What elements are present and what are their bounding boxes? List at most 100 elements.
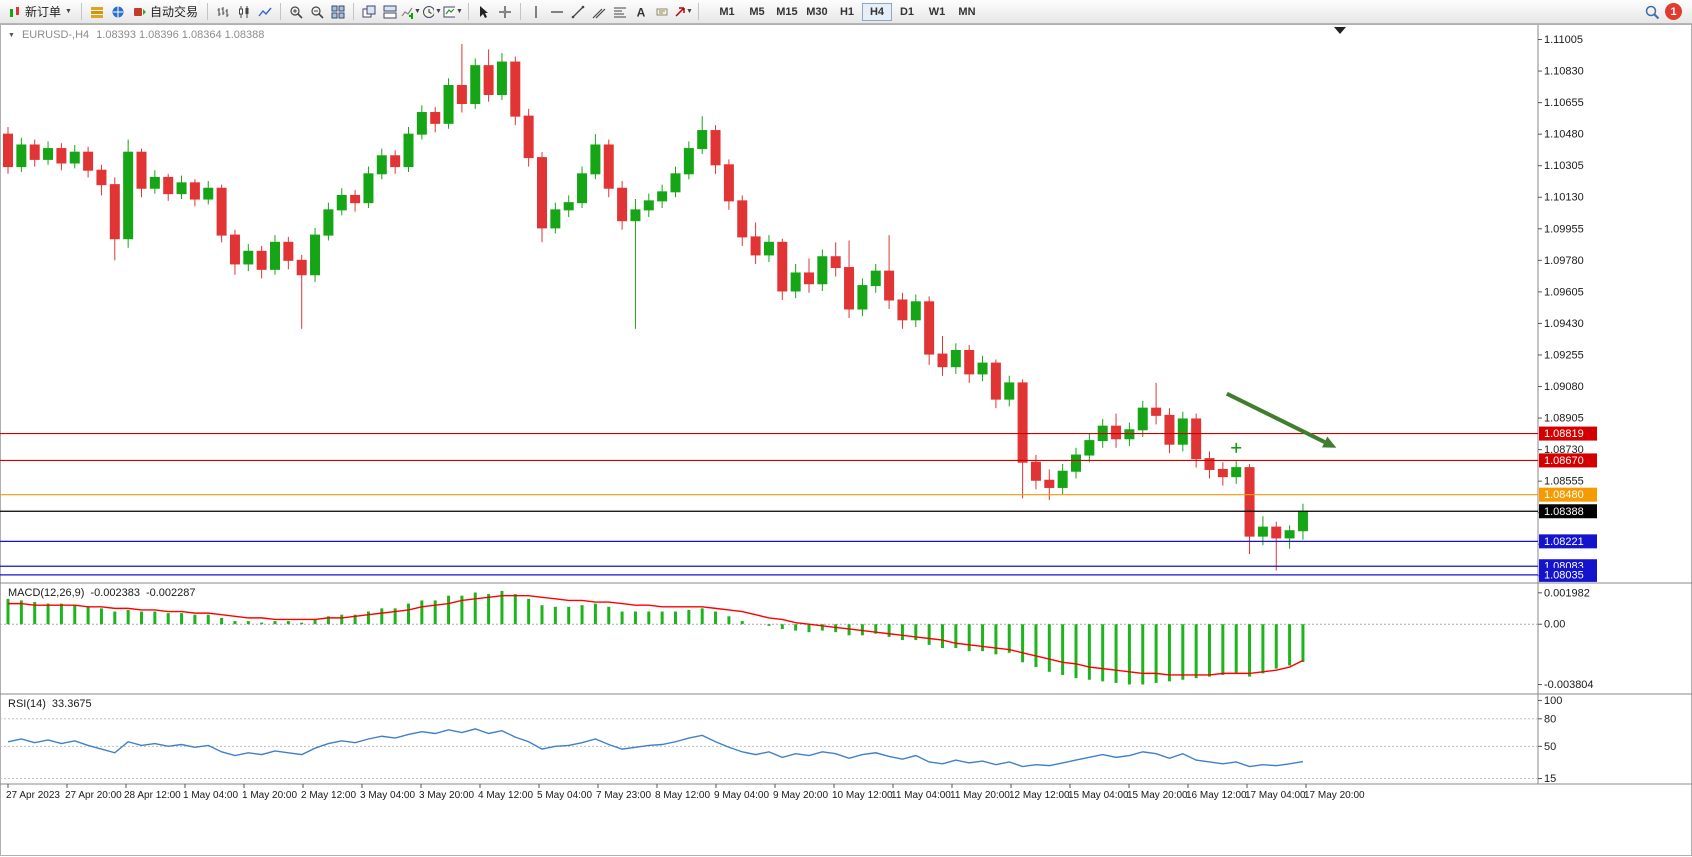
toolbar-separator [279,3,281,20]
template-icon [443,6,456,17]
svg-text:100: 100 [1544,695,1562,707]
timeframe-button-mn[interactable]: MN [958,5,976,18]
svg-text:11 May 20:00: 11 May 20:00 [950,790,1010,801]
candlestick-chart-icon [238,5,249,18]
timeframe-button-m5[interactable]: M5 [749,5,765,18]
svg-text:1.08221: 1.08221 [1544,536,1584,548]
time-axis[interactable]: 27 Apr 2023 27 Apr 20:00 28 Apr 12:00 1 May… [6,784,1365,801]
svg-text:1.08730: 1.08730 [1544,444,1584,456]
zoom-in-icon [290,5,303,19]
timeframe-button-h1[interactable]: H1 [839,5,854,18]
text-icon: A [637,5,646,19]
vertical-line-button[interactable] [526,3,546,21]
svg-text:1.09780: 1.09780 [1544,255,1584,267]
svg-text:27 Apr 2023: 27 Apr 2023 [6,790,60,801]
svg-text:5 May 04:00: 5 May 04:00 [537,790,592,801]
scroll-shift-marker[interactable] [1334,27,1346,34]
price-axis[interactable]: 1.11005 1.10830 1.10655 1.10480 1.10305 1.101… [1538,34,1584,582]
navigator-button[interactable] [108,3,128,21]
svg-text:1.10130: 1.10130 [1544,192,1584,204]
quote-ohlc-label: 1.08393 1.08396 1.08364 1.08388 [96,29,265,41]
support-resistance-lines[interactable]: 1.08819 1.08670 1.08480 1.08388 1.08221 1.080… [0,426,1597,582]
horizontal-line-button[interactable] [547,3,567,21]
arrow-tool-icon [675,6,685,17]
timeframe-button-m30[interactable]: M30 [806,5,828,18]
zoom-in-button[interactable] [286,3,306,21]
svg-text:1.10830: 1.10830 [1544,66,1584,78]
svg-text:1.08480: 1.08480 [1544,489,1584,501]
svg-text:1 May 04:00: 1 May 04:00 [183,790,238,801]
chevron-down-icon: ▼ [414,8,421,15]
fibonacci-icon [613,7,626,17]
rsi-name: RSI(14) [8,698,46,710]
channel-button[interactable] [589,3,609,21]
svg-text:50: 50 [1544,741,1556,753]
label-button[interactable] [652,3,672,21]
arrows-button[interactable]: ▼ [673,3,693,21]
auto-trading-button[interactable]: 自动交易 [129,2,202,21]
auto-trading-icon [133,7,146,16]
rsi-line [7,728,1304,768]
svg-text:-0.003804: -0.003804 [1544,679,1594,691]
indicators-button[interactable]: ▼ [401,3,421,21]
svg-text:1.11005: 1.11005 [1544,34,1583,46]
zoom-out-icon [311,5,324,19]
fibonacci-button[interactable] [610,3,630,21]
chevron-down-icon: ▼ [456,8,463,15]
channel-icon [592,8,606,18]
svg-text:1.08670: 1.08670 [1544,455,1584,467]
new-order-icon [10,6,19,17]
svg-text:1.09955: 1.09955 [1544,223,1584,235]
cross-marker[interactable] [1231,442,1242,453]
candlestick-series [3,44,1308,571]
cursor-button[interactable] [474,3,494,21]
candlestick-chart-button[interactable] [234,3,254,21]
line-chart-icon [258,7,272,16]
line-chart-button[interactable] [255,3,275,21]
svg-text:1.10655: 1.10655 [1544,97,1584,109]
timeframe-button-d1[interactable]: D1 [899,5,914,18]
svg-text:80: 80 [1544,713,1556,725]
new-order-button[interactable]: 新订单 ▼ [4,2,76,21]
svg-text:1.08035: 1.08035 [1544,569,1584,581]
zoom-out-button[interactable] [307,3,327,21]
crosshair-icon [498,5,511,18]
svg-text:1.08819: 1.08819 [1544,428,1584,440]
timeframe-button-w1[interactable]: W1 [928,5,946,18]
svg-text:17 May 20:00: 17 May 20:00 [1304,790,1365,801]
notification-badge[interactable]: 1 [1665,3,1682,20]
market-watch-button[interactable] [87,3,107,21]
timeframe-button-m15[interactable]: M15 [776,5,798,18]
chevron-down-icon: ▼ [435,8,442,15]
chart-title: ▼ EURUSD-,H4 1.08393 1.08396 1.08364 1.0… [8,29,264,41]
vertical-line-icon [535,5,537,18]
timeframe-button-m1[interactable]: M1 [719,5,735,18]
horizontal-line-icon [550,10,563,13]
periods-button[interactable]: ▼ [422,3,442,21]
chart-window[interactable]: 1.11005 1.10830 1.10655 1.10480 1.10305 1.101… [0,24,1692,857]
chart-canvas[interactable]: 1.11005 1.10830 1.10655 1.10480 1.10305 1.101… [0,24,1692,857]
timeframe-button-h4[interactable]: H4 [861,2,892,21]
crosshair-button[interactable] [495,3,515,21]
cascade-windows-button[interactable] [359,3,379,21]
tile-windows-button[interactable] [328,3,348,21]
svg-text:7 May 23:00: 7 May 23:00 [596,790,651,801]
text-button[interactable]: A [631,3,651,21]
toolbar-separator [467,3,469,20]
search-button[interactable] [1642,3,1662,21]
trend-arrow[interactable] [1225,391,1337,448]
arrange-windows-button[interactable] [380,3,400,21]
auto-trading-label: 自动交易 [149,5,198,19]
toolbar-separator [352,3,354,20]
templates-button[interactable]: ▼ [443,3,463,21]
bar-chart-button[interactable] [213,3,233,21]
label-icon [656,8,668,15]
clock-icon [422,5,435,18]
svg-text:2 May 12:00: 2 May 12:00 [301,790,356,801]
svg-text:A: A [637,5,646,19]
trendline-button[interactable] [568,3,588,21]
svg-text:1.10480: 1.10480 [1544,129,1584,141]
toolbar-separator [80,3,82,20]
chart-menu-icon[interactable]: ▼ [8,31,15,39]
svg-text:17 May 04:00: 17 May 04:00 [1245,790,1306,801]
